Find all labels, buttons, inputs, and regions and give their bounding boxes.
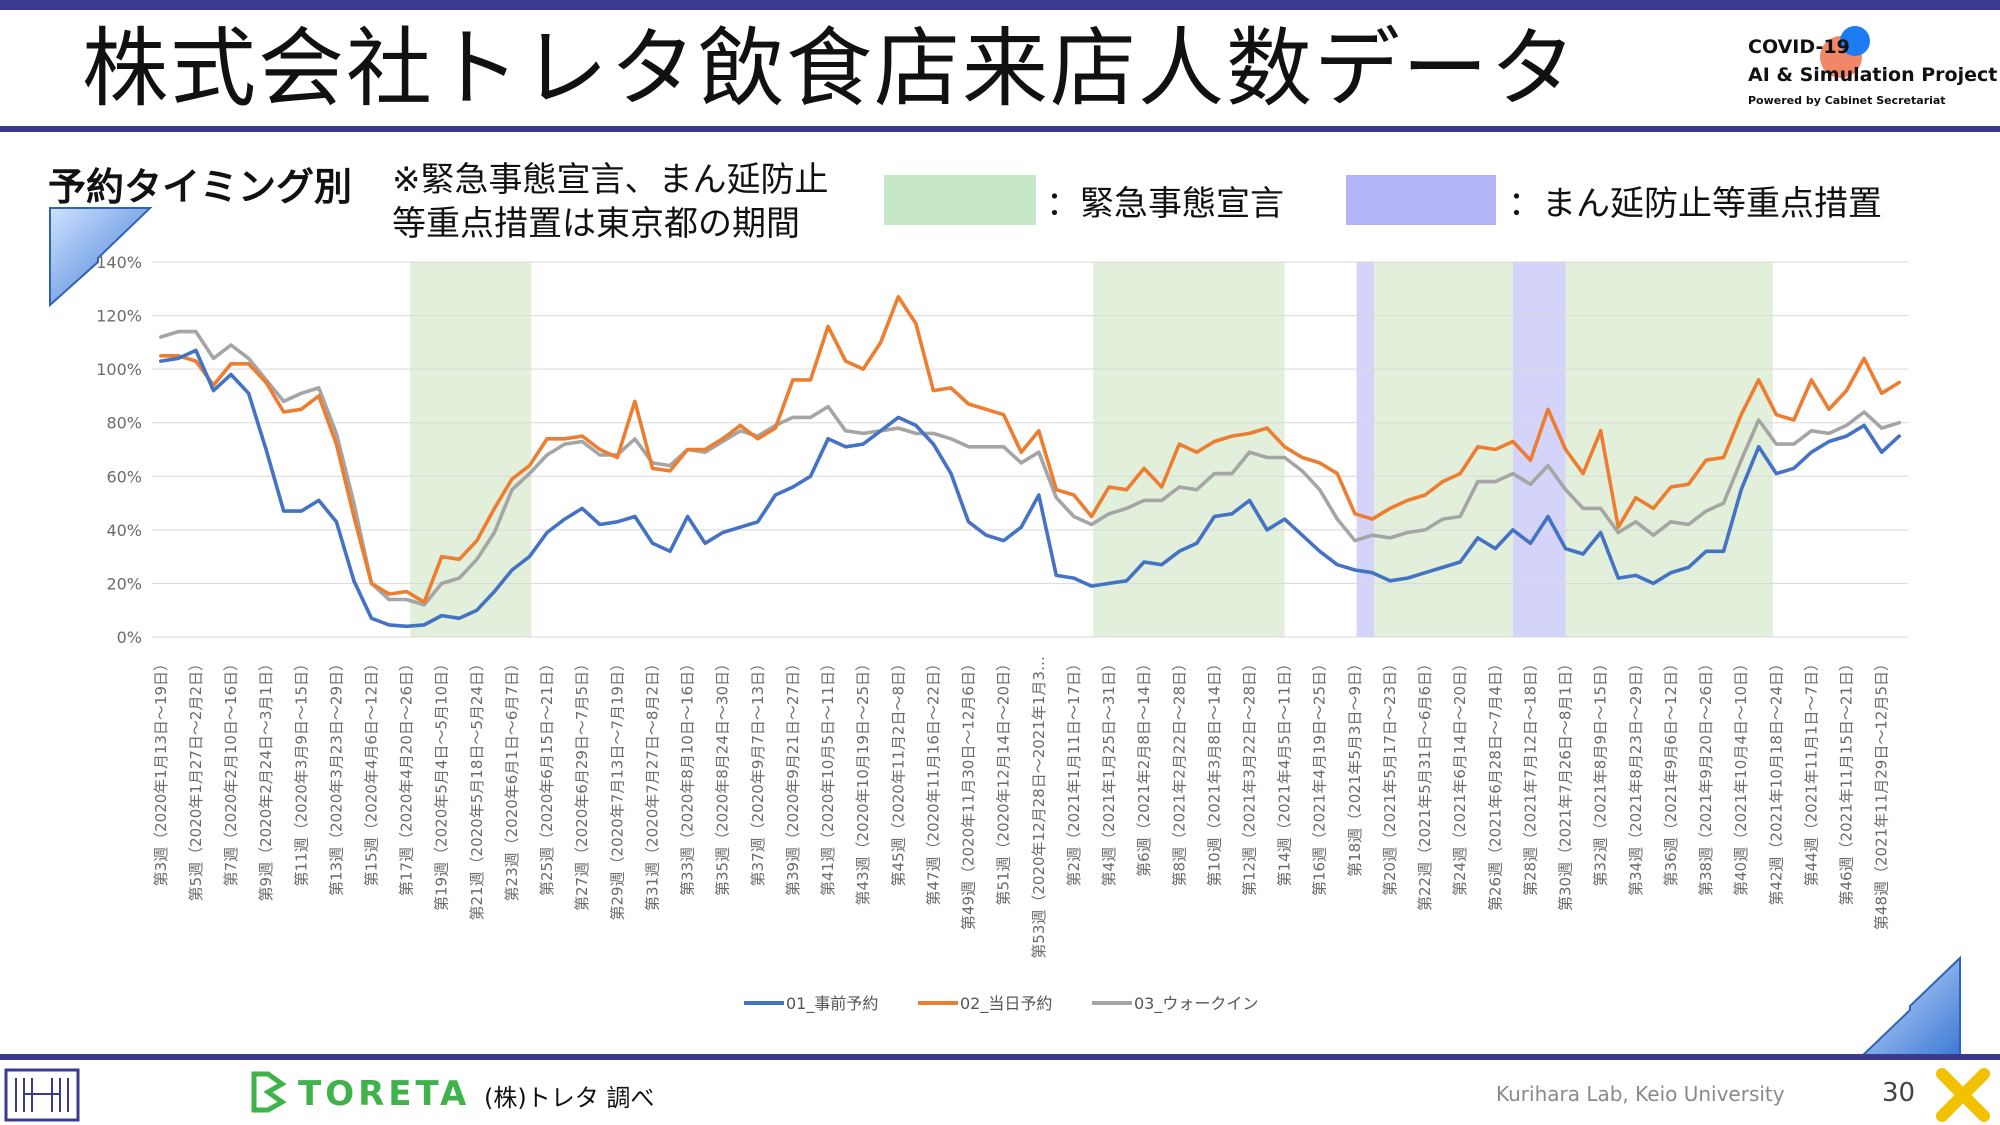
series-lines	[159, 294, 1901, 629]
x-tick-label: 第48週（2021年11月29日～12月5日）	[1873, 656, 1891, 930]
x-tick-label: 第51週（2020年12月14日～20日）	[995, 656, 1013, 906]
y-tick-labels: 0% 20% 40% 60% 80% 100% 120% 140%	[96, 253, 142, 647]
y-tick-label: 0%	[117, 628, 142, 647]
y-tick-label: 60%	[106, 467, 142, 486]
x-tick-label: 第22週（2021年5月31日～6月6日）	[1416, 656, 1434, 911]
corner-arrow-top-left-icon	[49, 207, 153, 308]
covid-project-logo: COVID-19 AI & Simulation Project Powered…	[1740, 22, 1997, 114]
x-tick-label: 第16週（2021年4月19日～25日）	[1311, 656, 1329, 896]
x-tick-label: 第47週（2020年11月16日～22日）	[924, 656, 942, 906]
logo-line1: COVID-19	[1748, 36, 1850, 58]
emergency-legend-label: ：緊急事態宣言	[1046, 184, 1284, 224]
x-tick-label: 第13週（2020年3月23日～29日）	[327, 656, 345, 896]
corner-arrow-bottom-right-icon	[1857, 955, 1961, 1059]
x-tick-label: 第35週（2020年8月24日～30日）	[714, 656, 732, 896]
manbo-legend-swatch	[1346, 175, 1496, 225]
toreta-brand: TORETA	[298, 1074, 471, 1114]
series-legend: 01_事前予約 02_当日予約 03_ウォークイン	[744, 994, 1258, 1014]
y-tick-label: 80%	[106, 414, 142, 433]
data-source: (株)トレタ 調べ	[484, 1084, 655, 1112]
logo-blue-dot-icon	[1840, 26, 1870, 56]
logo-line3: Powered by Cabinet Secretariat	[1748, 94, 1946, 107]
y-tick-label: 140%	[96, 253, 142, 272]
x-tick-label: 第2週（2021年1月11日～17日）	[1065, 656, 1083, 886]
x-tick-label: 第7週（2020年2月10日～16日）	[222, 656, 240, 886]
x-tick-label: 第39週（2020年9月21日～27日）	[784, 656, 802, 896]
title-divider	[0, 126, 2000, 132]
series-line-advance	[159, 348, 1901, 629]
x-tick-label: 第38週（2021年9月20日～26日）	[1697, 656, 1715, 896]
x-tick-label: 第40週（2021年10月4日～10日）	[1732, 656, 1750, 896]
series-line-sameday	[159, 294, 1901, 605]
x-tick-label: 第20週（2021年5月17日～23日）	[1381, 656, 1399, 896]
x-tick-label: 第32週（2021年8月9日～15日）	[1592, 656, 1610, 886]
x-tick-label: 第18週（2021年5月3日～9日）	[1346, 656, 1364, 877]
x-tick-label: 第9週（2020年2月24日～3月1日）	[257, 656, 275, 901]
y-tick-label: 20%	[106, 574, 142, 593]
x-tick-label: 第27週（2020年6月29日～7月5日）	[573, 656, 591, 911]
x-tick-label: 第31週（2020年7月27日～8月2日）	[643, 656, 661, 911]
x-tick-label: 第53週（2020年12月28日～2021年1月3…	[1030, 656, 1048, 959]
top-accent-bar	[0, 0, 2000, 10]
period-band-emergency	[1565, 262, 1773, 637]
x-tick-label: 第46週（2021年11月15日～21日）	[1838, 656, 1856, 906]
x-tick-label: 第4週（2021年1月25日～31日）	[1100, 656, 1118, 886]
x-tick-label: 第36週（2021年9月6日～12日）	[1662, 656, 1680, 886]
slide-title: 株式会社トレタ飲食店来店人数データ	[82, 19, 1578, 119]
series-line-walkin	[159, 329, 1901, 607]
x-tick-label: 第26週（2021年6月28日～7月4日）	[1486, 656, 1504, 911]
x-tick-label: 第14週（2021年4月5日～11日）	[1276, 656, 1294, 886]
x-tick-label: 第42週（2021年10月18日～24日）	[1767, 656, 1785, 906]
legend-label-sameday: 02_当日予約	[960, 994, 1052, 1014]
y-tick-label: 40%	[106, 521, 142, 540]
x-tick-label: 第30週（2021年7月26日～8月1日）	[1557, 656, 1575, 911]
x-tick-label: 第3週（2020年1月13日～19日）	[152, 656, 170, 886]
x-tick-label: 第5週（2020年1月27日～2月2日）	[187, 656, 205, 901]
period-note-line2: 等重点措置は東京都の期間	[392, 204, 800, 244]
logo-line2: AI & Simulation Project	[1748, 64, 1998, 86]
legend-label-walkin: 03_ウォークイン	[1134, 994, 1258, 1014]
emergency-legend-swatch	[884, 175, 1036, 225]
x-tick-label: 第41週（2020年10月5日～11日）	[819, 656, 837, 896]
period-bands	[410, 262, 1773, 637]
x-tick-label: 第19週（2020年5月4日～5月10日）	[433, 656, 451, 911]
x-tick-label: 第15週（2020年4月6日～12日）	[363, 656, 381, 886]
x-tick-label: 第45週（2020年11月2日～8日）	[889, 656, 907, 886]
x-tick-label: 第10週（2021年3月8日～14日）	[1205, 656, 1223, 886]
x-tick-label: 第24週（2021年6月14日～20日）	[1451, 656, 1469, 896]
x-tick-label: 第34週（2021年8月23日～29日）	[1627, 656, 1645, 896]
manbo-legend-label: ：まん延防止等重点措置	[1508, 184, 1882, 224]
x-tick-label: 第43週（2020年10月19日～25日）	[854, 656, 872, 906]
x-tick-label: 第8週（2021年2月22日～28日）	[1170, 656, 1188, 886]
x-tick-label: 第37週（2020年9月7日～13日）	[749, 656, 767, 886]
x-tick-labels: 第3週（2020年1月13日～19日） 第5週（2020年1月27日～2月2日） 第…	[152, 656, 1891, 959]
y-tick-label: 100%	[96, 360, 142, 379]
page-number: 30	[1882, 1078, 1916, 1108]
x-tick-label: 第23週（2020年6月1日～6月7日）	[503, 656, 521, 901]
x-tick-label: 第44週（2021年11月1日～7日）	[1802, 656, 1820, 886]
x-logo-icon	[1936, 1068, 1990, 1122]
y-tick-label: 120%	[96, 307, 142, 326]
period-band-manbo	[1356, 262, 1375, 637]
x-tick-label: 第6週（2021年2月8日～14日）	[1135, 656, 1153, 877]
lab-credit: Kurihara Lab, Keio University	[1496, 1082, 1785, 1106]
x-tick-label: 第33週（2020年8月10日～16日）	[679, 656, 697, 896]
x-tick-label: 第12週（2021年3月22日～28日）	[1241, 656, 1259, 896]
lab-logo-icon	[4, 1068, 80, 1122]
toreta-logo-icon	[251, 1071, 287, 1113]
period-note-line1: ※緊急事態宣言、まん延防止	[392, 160, 829, 200]
x-tick-label: 第11週（2020年3月9日～15日）	[292, 656, 310, 886]
chart-category: 予約タイミング別	[48, 165, 353, 209]
x-tick-label: 第17週（2020年4月20日～26日）	[398, 656, 416, 896]
x-tick-label: 第49週（2020年11月30日～12月6日）	[960, 656, 978, 930]
footer-divider	[0, 1054, 2000, 1060]
period-band-emergency	[410, 262, 532, 637]
x-tick-label: 第28週（2021年7月12日～18日）	[1521, 656, 1539, 896]
x-tick-label: 第29週（2020年7月13日～7月19日）	[608, 656, 626, 921]
legend-label-advance: 01_事前予約	[786, 994, 878, 1014]
x-tick-label: 第21週（2020年5月18日～5月24日）	[468, 656, 486, 921]
x-tick-label: 第25週（2020年6月15日～21日）	[538, 656, 556, 896]
